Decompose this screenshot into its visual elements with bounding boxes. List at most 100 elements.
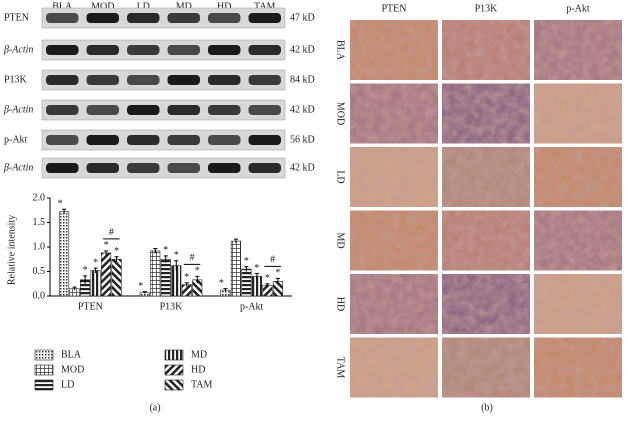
blot-band (46, 75, 79, 85)
legend-swatch (164, 364, 184, 376)
legend-swatch (34, 364, 54, 376)
blot-band (248, 13, 281, 23)
blot-band (167, 105, 200, 115)
x-tick-label: PTEN (78, 301, 103, 312)
column-label: PTEN (382, 3, 407, 14)
tissue-texture (350, 147, 438, 207)
tissue-texture (442, 83, 530, 144)
row-label: TAM (335, 357, 346, 379)
blot-band (127, 75, 160, 85)
y-tick-label: 0.5 (33, 266, 46, 277)
tissue-texture (534, 210, 622, 271)
error-bar (163, 255, 168, 263)
tissue-texture (534, 337, 622, 398)
blot-label: β-Actin (3, 44, 33, 55)
blot-band (127, 13, 160, 23)
blot-band (248, 105, 281, 115)
error-bar (184, 282, 189, 287)
error-bar (254, 272, 259, 280)
significance-marker: * (275, 268, 280, 279)
significance-marker: * (114, 246, 119, 257)
lane-label: MD (176, 1, 192, 12)
significance-marker: * (265, 273, 270, 284)
blot-band (46, 45, 79, 55)
significance-marker: * (58, 199, 63, 210)
blot-size: 42 kD (290, 104, 315, 115)
row-label: LD (335, 170, 346, 183)
legend-swatch (164, 349, 184, 361)
blot-band (167, 13, 200, 23)
error-bar (93, 267, 98, 273)
blot-label: P13K (4, 74, 28, 85)
error-bar (174, 260, 179, 271)
blot-band (208, 135, 241, 145)
tissue-texture (442, 210, 530, 271)
bracket-label: # (190, 253, 195, 264)
blot-size: 42 kD (290, 44, 315, 55)
legend-swatch (34, 379, 54, 391)
blot-size: 56 kD (290, 134, 315, 145)
blot-band (208, 13, 241, 23)
tissue-texture (442, 274, 530, 334)
blot-band (127, 105, 160, 115)
significance-marker: * (254, 263, 259, 274)
blot-band (86, 163, 119, 173)
blot-band (167, 45, 200, 55)
error-bar (153, 247, 158, 254)
tissue-texture (442, 20, 530, 80)
significance-marker: * (93, 257, 98, 268)
significance-marker: * (104, 240, 109, 251)
blot-band (208, 45, 241, 55)
legend-label: MD (191, 349, 207, 360)
legend-label: HD (191, 364, 205, 375)
significance-marker: * (244, 256, 249, 267)
row-label: BLA (335, 40, 346, 61)
significance-marker: * (83, 265, 88, 276)
blot-band (86, 45, 119, 55)
column-label: p-Akt (566, 3, 590, 14)
blot-band (167, 163, 200, 173)
error-bar (114, 256, 119, 262)
bracket-label: # (270, 255, 275, 266)
blot-band (46, 135, 79, 145)
tissue-texture (350, 210, 438, 271)
lane-label: BLA (52, 1, 73, 12)
tissue-texture (442, 337, 530, 398)
blot-band (86, 13, 119, 23)
blot-band (46, 105, 79, 115)
error-bar (265, 283, 270, 287)
row-label: MOD (335, 102, 346, 125)
lane-label: MOD (91, 1, 114, 12)
error-bar (233, 238, 238, 244)
bracket-label: # (109, 227, 114, 238)
legend-label: TAM (191, 379, 213, 390)
error-bar (72, 286, 77, 291)
blot-band (167, 135, 200, 145)
bar (90, 270, 101, 297)
tissue-texture (534, 147, 622, 207)
blot-band (248, 163, 281, 173)
blot-size: 47 kD (290, 12, 315, 23)
panel-label: (b) (481, 402, 493, 413)
significance-marker: * (184, 272, 189, 283)
bar (111, 258, 122, 297)
blot-band (46, 13, 79, 23)
significance-marker: * (195, 266, 200, 277)
bar (150, 250, 161, 297)
panel-label: (a) (149, 402, 160, 413)
blot-band (127, 45, 160, 55)
blot-band (46, 163, 79, 173)
error-bar (195, 275, 200, 284)
tissue-texture (534, 274, 622, 334)
y-tick-label: 1.5 (33, 217, 46, 228)
lane-label: TAM (254, 1, 276, 12)
legend-label: BLA (61, 349, 82, 360)
blot-band (208, 75, 241, 85)
legend-swatch (164, 379, 184, 391)
blot-label: PTEN (4, 12, 29, 23)
blot-band (248, 135, 281, 145)
error-bar (244, 266, 249, 272)
legend-swatch (34, 349, 54, 361)
tissue-texture (350, 274, 438, 334)
row-label: HD (335, 297, 346, 311)
